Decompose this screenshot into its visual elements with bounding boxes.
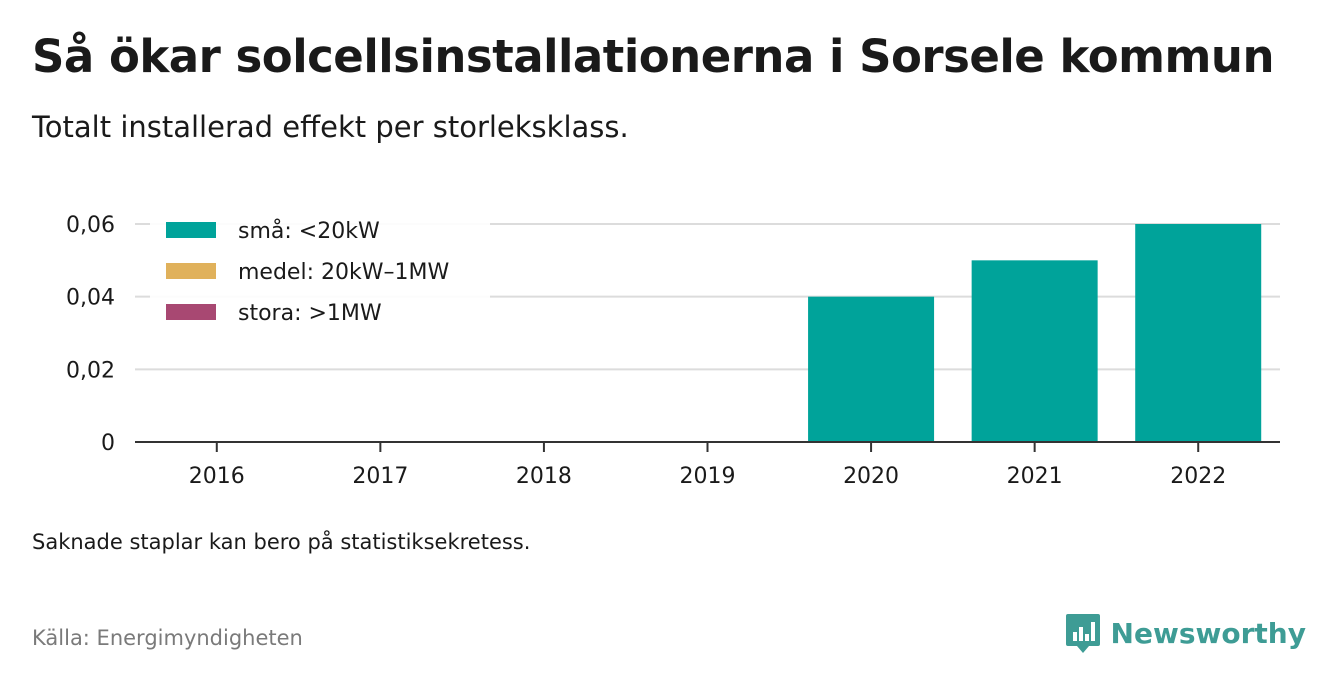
bar <box>808 296 935 442</box>
legend-label: medel: 20kW–1MW <box>238 260 449 285</box>
footnote: Saknade staplar kan bero på statistiksek… <box>32 530 531 554</box>
legend-swatch <box>166 263 216 279</box>
brand-name: Newsworthy <box>1110 616 1306 650</box>
brand-logo[interactable]: Newsworthy <box>1065 612 1306 654</box>
x-tick-label: 2019 <box>680 464 736 489</box>
y-tick-label: 0,06 <box>66 213 115 238</box>
chart-subtitle: Totalt installerad effekt per storlekskl… <box>32 110 629 144</box>
source-label: Källa: Energimyndigheten <box>32 626 303 650</box>
newsworthy-logo-icon <box>1065 614 1100 653</box>
legend-label: stora: >1MW <box>238 301 382 326</box>
legend-swatch <box>166 304 216 320</box>
x-tick-label: 2016 <box>189 464 245 489</box>
bar <box>1135 224 1262 442</box>
legend-label: små: <20kW <box>238 218 380 244</box>
y-tick-label: 0,02 <box>66 358 115 383</box>
x-tick-label: 2021 <box>1007 464 1063 489</box>
bar <box>971 260 1098 442</box>
y-tick-label: 0 <box>101 431 115 456</box>
legend-swatch <box>166 222 216 238</box>
y-tick-label: 0,04 <box>66 286 115 311</box>
chart-title: Så ökar solcellsinstallationerna i Sorse… <box>32 30 1274 83</box>
x-tick-label: 2022 <box>1170 464 1226 489</box>
x-tick-label: 2017 <box>352 464 408 489</box>
x-tick-label: 2018 <box>516 464 572 489</box>
x-tick-label: 2020 <box>843 464 899 489</box>
